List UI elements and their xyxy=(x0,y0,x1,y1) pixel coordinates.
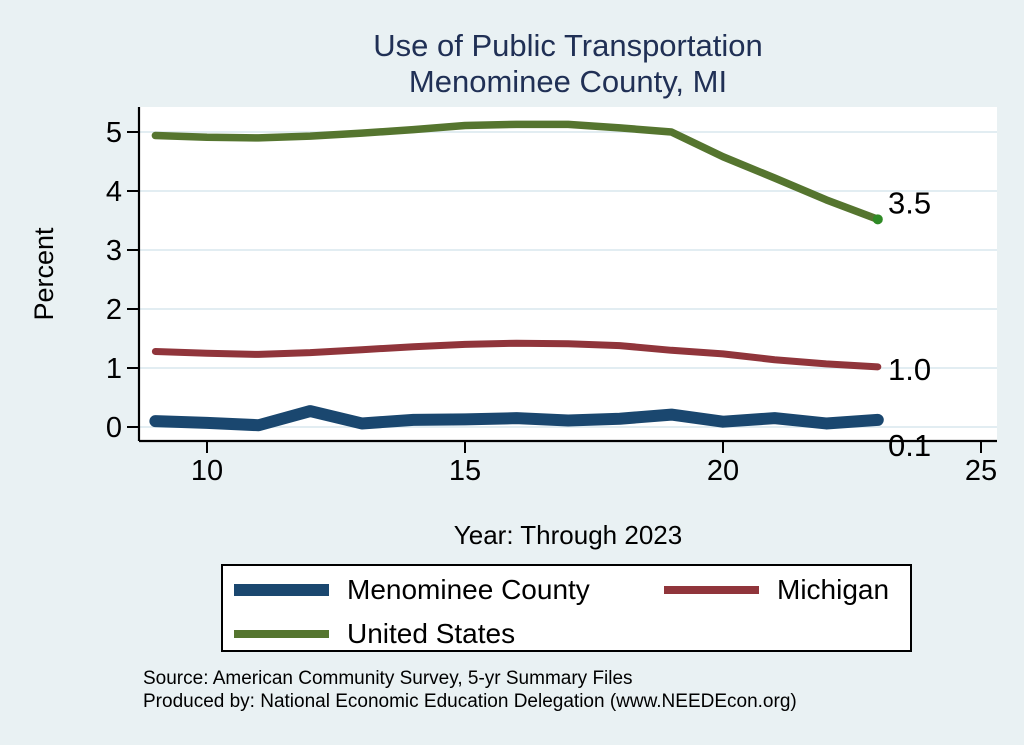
x-tick-label-25: 25 xyxy=(965,455,997,487)
y-tick-label-5: 5 xyxy=(106,117,122,149)
x-tick-label-20: 20 xyxy=(707,455,739,487)
source-line2: Produced by: National Economic Education… xyxy=(143,691,797,712)
legend-swatch-menominee xyxy=(234,584,329,596)
legend-label-menominee: Menominee County xyxy=(347,574,590,605)
y-tick-label-2: 2 xyxy=(106,294,122,326)
series-end-marker xyxy=(872,214,883,225)
end-label-michigan: 1.0 xyxy=(888,352,931,387)
chart-title: Use of Public Transportation Menominee C… xyxy=(139,28,997,100)
series-line-michigan xyxy=(151,339,882,371)
legend-swatch-us xyxy=(234,630,329,638)
source-note: Source: American Community Survey, 5-yr … xyxy=(143,667,797,713)
y-tick-label-1: 1 xyxy=(106,353,122,385)
chart-title-line1: Use of Public Transportation xyxy=(373,28,763,63)
x-axis-title: Year: Through 2023 xyxy=(453,520,683,550)
y-tick-label-3: 3 xyxy=(106,235,122,267)
source-line1: Source: American Community Survey, 5-yr … xyxy=(143,668,633,689)
x-tick-label-10: 10 xyxy=(191,455,223,487)
series-line-menominee-county xyxy=(149,405,884,432)
y-tick-label-4: 4 xyxy=(106,176,122,208)
x-tick-label-15: 15 xyxy=(449,455,481,487)
legend-label-us: United States xyxy=(347,618,516,649)
end-label-united-states: 3.5 xyxy=(888,185,931,220)
end-label-menominee-county: 0.1 xyxy=(888,428,931,463)
legend-box: Menominee County Michigan United States xyxy=(221,564,912,652)
legend-label-michigan: Michigan xyxy=(777,574,890,605)
plot-area xyxy=(139,107,997,441)
chart-title-line2: Menominee County, MI xyxy=(408,64,728,99)
y-axis-title: Percent xyxy=(29,227,59,321)
series-line-united-states xyxy=(151,120,882,224)
y-tick-label-0: 0 xyxy=(106,412,122,444)
legend-swatch-michigan xyxy=(664,586,759,594)
